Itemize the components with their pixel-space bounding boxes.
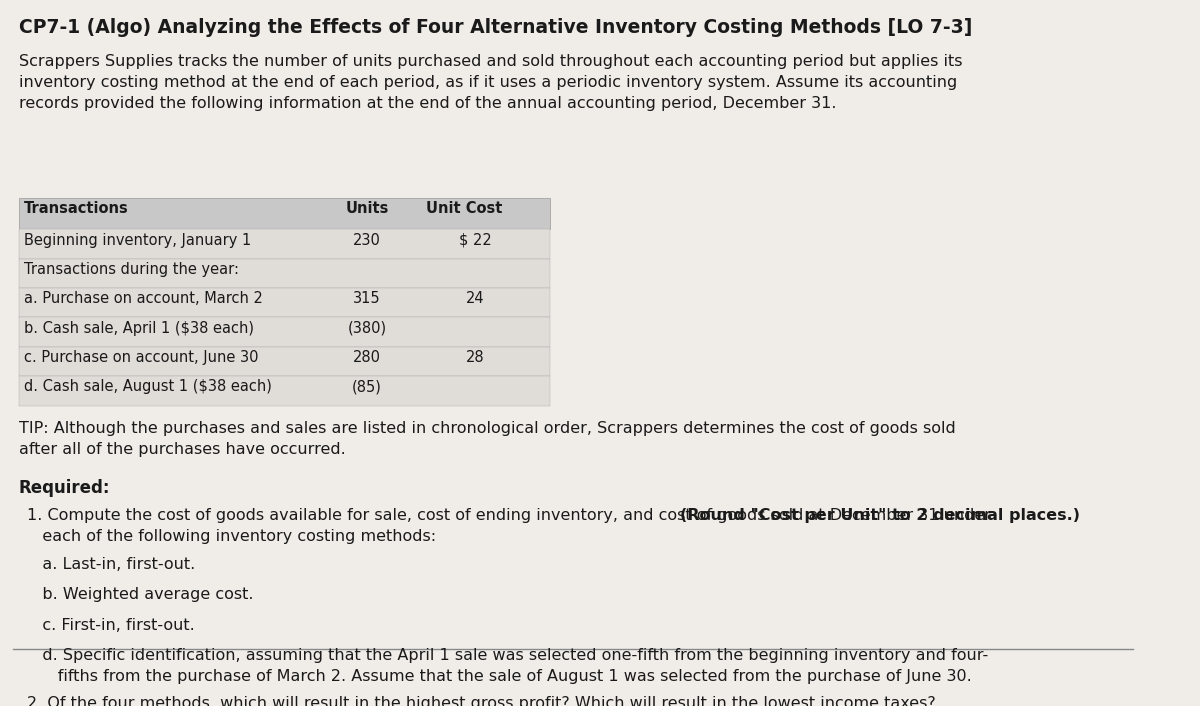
FancyBboxPatch shape [18,318,550,347]
Text: Transactions: Transactions [24,201,128,216]
FancyBboxPatch shape [18,288,550,318]
Text: b. Weighted average cost.: b. Weighted average cost. [26,587,253,602]
Text: TIP: Although the purchases and sales are listed in chronological order, Scrappe: TIP: Although the purchases and sales ar… [18,421,955,457]
Text: c. First-in, first-out.: c. First-in, first-out. [26,618,194,633]
Text: (Round "Cost per Unit" to 2 decimal places.): (Round "Cost per Unit" to 2 decimal plac… [680,508,1080,522]
Text: b. Cash sale, April 1 ($38 each): b. Cash sale, April 1 ($38 each) [24,321,254,335]
Text: d. Specific identification, assuming that the April 1 sale was selected one-fift: d. Specific identification, assuming tha… [26,648,988,684]
FancyBboxPatch shape [18,347,550,376]
Text: Beginning inventory, January 1: Beginning inventory, January 1 [24,232,252,248]
Text: c. Purchase on account, June 30: c. Purchase on account, June 30 [24,350,259,365]
Text: 28: 28 [467,350,485,365]
Text: 24: 24 [467,292,485,306]
Text: a. Last-in, first-out.: a. Last-in, first-out. [26,557,194,573]
Text: Required:: Required: [18,479,110,496]
Text: 2. Of the four methods, which will result in the highest gross profit? Which wil: 2. Of the four methods, which will resul… [26,696,935,706]
Text: Scrappers Supplies tracks the number of units purchased and sold throughout each: Scrappers Supplies tracks the number of … [18,54,962,111]
Text: a. Purchase on account, March 2: a. Purchase on account, March 2 [24,292,263,306]
Text: Unit Cost: Unit Cost [426,201,503,216]
Text: 280: 280 [353,350,382,365]
Text: 1. Compute the cost of goods available for sale, cost of ending inventory, and c: 1. Compute the cost of goods available f… [26,508,990,544]
FancyBboxPatch shape [18,258,550,288]
Text: d. Cash sale, August 1 ($38 each): d. Cash sale, August 1 ($38 each) [24,379,272,395]
FancyBboxPatch shape [18,198,550,229]
Text: (85): (85) [352,379,382,395]
Text: Units: Units [346,201,389,216]
Text: Transactions during the year:: Transactions during the year: [24,262,239,277]
Text: 230: 230 [353,232,382,248]
Text: (380): (380) [348,321,386,335]
FancyBboxPatch shape [18,229,550,258]
Text: 315: 315 [353,292,380,306]
FancyBboxPatch shape [18,376,550,405]
Text: $ 22: $ 22 [460,232,492,248]
Text: CP7-1 (Algo) Analyzing the Effects of Four Alternative Inventory Costing Methods: CP7-1 (Algo) Analyzing the Effects of Fo… [18,18,972,37]
